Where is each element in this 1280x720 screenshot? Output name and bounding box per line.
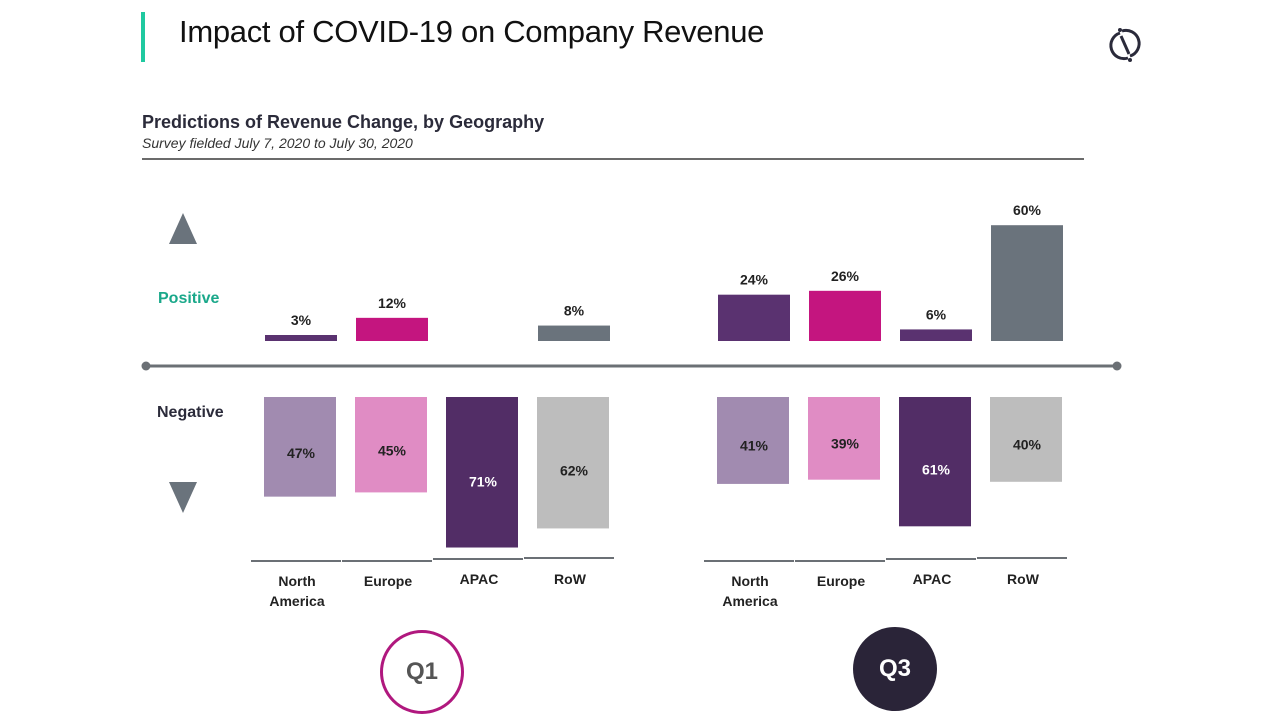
q3-north-america-category-label: North [731, 573, 768, 589]
q3-row-positive-bar [991, 225, 1063, 341]
q1-europe-negative-bar [355, 397, 427, 493]
chart-title: Predictions of Revenue Change, by Geogra… [142, 112, 545, 132]
negative-label: Negative [157, 404, 224, 421]
q1-apac-negative-bar [446, 397, 518, 548]
q1-row-negative-bar [537, 397, 609, 529]
page-title: Impact of COVID-19 on Company Revenue [179, 14, 765, 49]
q3-apac-negative-bar [899, 397, 971, 527]
q1-europe-positive-value: 12% [378, 295, 407, 311]
axis-left-endpoint [141, 361, 151, 371]
q1-north-america-negative-bar [264, 397, 336, 497]
q1-north-america-positive-value: 3% [291, 312, 312, 328]
q3-europe-negative-bar [808, 397, 880, 480]
q3-europe-positive-bar [809, 290, 881, 341]
q1-europe-category-label: Europe [364, 573, 412, 589]
triangle-up-icon [169, 213, 197, 244]
q1-apac-negative-value: 71% [469, 473, 498, 489]
axis-right-endpoint [1112, 361, 1122, 371]
q3-north-america-negative-bar [717, 397, 789, 484]
q3-row-negative-value: 40% [1013, 436, 1042, 452]
q1-north-america-negative-value: 47% [287, 445, 316, 461]
q3-europe-positive-value: 26% [831, 268, 860, 284]
q1-row-negative-value: 62% [560, 463, 589, 479]
q1-north-america-category-label: North [278, 573, 315, 589]
positive-label: Positive [158, 290, 220, 307]
q1-europe-negative-value: 45% [378, 442, 407, 458]
q1-row-category-label: RoW [554, 571, 587, 587]
q3-apac-positive-bar [900, 329, 972, 341]
q3-europe-negative-value: 39% [831, 435, 860, 451]
chart-subtitle: Survey fielded July 7, 2020 to July 30, … [142, 135, 413, 151]
title-accent-bar [141, 12, 145, 62]
q3-badge: Q3 [853, 627, 937, 711]
q3-apac-negative-value: 61% [922, 461, 951, 477]
q3-apac-positive-value: 6% [926, 306, 947, 322]
q3-north-america-category-label: America [722, 593, 777, 609]
q1-apac-category-label: APAC [460, 571, 499, 587]
triangle-down-icon [169, 482, 197, 513]
q1-north-america-category-label: America [269, 593, 324, 609]
q1-badge: Q1 [380, 630, 464, 714]
q1-row-positive-bar [538, 325, 610, 341]
q3-apac-category-label: APAC [913, 571, 952, 587]
q3-north-america-positive-value: 24% [740, 272, 769, 288]
title-divider [142, 158, 1084, 160]
q3-row-category-label: RoW [1007, 571, 1040, 587]
q3-north-america-positive-bar [718, 294, 790, 341]
split-circle-logo-icon [1109, 28, 1141, 62]
q3-europe-category-label: Europe [817, 573, 865, 589]
q1-north-america-positive-bar [265, 335, 337, 341]
q3-north-america-negative-value: 41% [740, 438, 769, 454]
q1-europe-positive-bar [356, 317, 428, 341]
q3-row-positive-value: 60% [1013, 202, 1042, 218]
q3-row-negative-bar [990, 397, 1062, 482]
q1-row-positive-value: 8% [564, 303, 585, 319]
